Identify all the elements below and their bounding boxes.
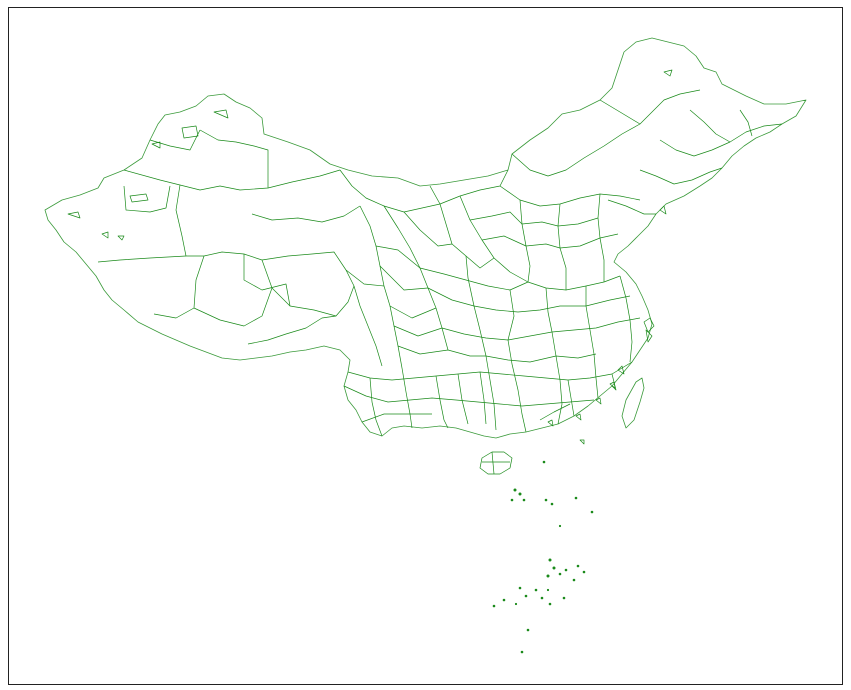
- coastal-islands: [547, 205, 667, 445]
- taiwan-outline: [621, 377, 645, 429]
- western-features: [67, 69, 673, 241]
- map-frame: [8, 7, 843, 685]
- south-china-sea-islands: [492, 460, 594, 654]
- hainan-outline: [479, 451, 513, 475]
